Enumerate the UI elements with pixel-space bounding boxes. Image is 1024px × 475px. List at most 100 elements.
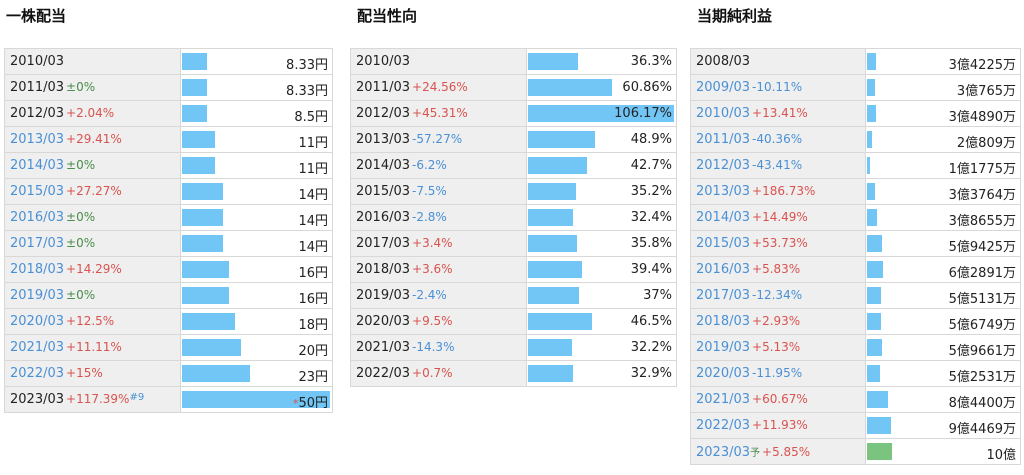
value-text: 20円 — [298, 340, 328, 359]
value-text: 5億9425万 — [949, 236, 1016, 255]
value-cell: 8.5円 — [180, 100, 333, 127]
table-row: 2023/03 +117.39%#9 *50円 — [4, 386, 333, 413]
value-text: 14円 — [298, 236, 328, 255]
change-percent: -57.27% — [412, 132, 463, 146]
value-cell: 5億9661万 — [865, 334, 1021, 361]
footnote-link[interactable]: #9 — [129, 392, 145, 403]
panel-title: 一株配当 — [6, 7, 67, 25]
value-bar — [528, 131, 595, 148]
table-row: 2015/03 -7.5% 35.2% — [350, 178, 677, 205]
year-label[interactable]: 2012/03 — [696, 158, 751, 173]
year-label[interactable]: 2014/03 — [10, 158, 65, 173]
value-text: 48.9% — [631, 132, 672, 147]
value-bar — [528, 287, 579, 304]
value-text: 3億765万 — [957, 80, 1016, 99]
value-cell: 3億4225万 — [865, 48, 1021, 75]
year-label[interactable]: 2018/03 — [10, 262, 65, 277]
value-cell: 39.4% — [526, 256, 677, 283]
value-text: 8.5円 — [294, 106, 328, 125]
value-text: *50円 — [293, 392, 328, 411]
year-label[interactable]: 2014/03 — [696, 210, 751, 225]
dividend-table: 2010/03 8.33円 2011/03 ±0% 8.33円 2012/03 +2.04%… — [4, 48, 333, 413]
table-row: 2010/03 36.3% — [350, 48, 677, 75]
table-row: 2021/03 +60.67% 8億4400万 — [690, 386, 1021, 413]
panel-title: 配当性向 — [357, 7, 418, 25]
value-text: 36.3% — [631, 54, 672, 69]
year-label[interactable]: 2021/03 — [696, 392, 751, 407]
value-text: 39.4% — [631, 262, 672, 277]
value-bar — [182, 313, 235, 330]
estimate-marker: * — [292, 397, 299, 410]
change-percent: +3.6% — [412, 262, 453, 276]
value-cell: 60.86% — [526, 74, 677, 101]
value-text: 5億6749万 — [949, 314, 1016, 333]
table-row: 2018/03 +14.29% 16円 — [4, 256, 333, 283]
year-label[interactable]: 2020/03 — [696, 366, 751, 381]
value-cell: 35.8% — [526, 230, 677, 257]
value-cell: 23円 — [180, 360, 333, 387]
value-cell: 18円 — [180, 308, 333, 335]
value-cell: 14円 — [180, 178, 333, 205]
value-bar — [867, 235, 882, 252]
table-row: 2020/03 +12.5% 18円 — [4, 308, 333, 335]
year-label[interactable]: 2015/03 — [10, 184, 65, 199]
year-cell: 2010/03 +13.41% — [690, 100, 866, 127]
year-label[interactable]: 2023/03 — [696, 444, 751, 460]
year-label[interactable]: 2016/03 — [10, 210, 65, 225]
net-income-table: 2008/03 3億4225万 2009/03 -10.11% 3億765万 2010/0… — [690, 48, 1021, 465]
year-label: 2016/03 — [356, 210, 411, 225]
change-percent: +12.5% — [66, 314, 115, 328]
change-percent: -10.11% — [752, 80, 803, 94]
year-label[interactable]: 2021/03 — [10, 340, 65, 355]
change-percent: +15% — [66, 366, 103, 380]
year-cell: 2022/03 +11.93% — [690, 412, 866, 439]
year-label[interactable]: 2019/03 — [696, 340, 751, 355]
year-label[interactable]: 2022/03 — [696, 418, 751, 433]
year-label[interactable]: 2016/03 — [696, 262, 751, 277]
value-label: 14円 — [298, 214, 328, 229]
value-label: 60.86% — [622, 80, 672, 95]
table-row: 2020/03 -11.95% 5億2531万 — [690, 360, 1021, 387]
change-percent: +24.56% — [412, 80, 468, 94]
year-label[interactable]: 2013/03 — [10, 132, 65, 147]
value-cell: 11円 — [180, 126, 333, 153]
value-text: 16円 — [298, 288, 328, 307]
year-label[interactable]: 2013/03 — [696, 184, 751, 199]
year-cell: 2014/03 ±0% — [4, 152, 181, 179]
value-bar — [182, 391, 330, 408]
value-text: 42.7% — [631, 158, 672, 173]
year-label[interactable]: 2015/03 — [696, 236, 751, 251]
table-row: 2008/03 3億4225万 — [690, 48, 1021, 75]
year-label[interactable]: 2009/03 — [696, 80, 751, 95]
table-row: 2011/03 ±0% 8.33円 — [4, 74, 333, 101]
value-text: 5億9661万 — [949, 340, 1016, 359]
value-label: 18円 — [298, 318, 328, 333]
value-text: 14円 — [298, 210, 328, 229]
year-label[interactable]: 2018/03 — [696, 314, 751, 329]
value-label: 3億3764万 — [948, 188, 1016, 203]
year-label[interactable]: 2010/03 — [696, 106, 751, 121]
year-label[interactable]: 2020/03 — [10, 314, 65, 329]
value-cell: 16円 — [180, 256, 333, 283]
value-bar — [528, 339, 572, 356]
year-cell: 2010/03 — [350, 48, 527, 75]
year-label[interactable]: 2017/03 — [696, 288, 751, 303]
table-row: 2009/03 -10.11% 3億765万 — [690, 74, 1021, 101]
change-percent: ±0% — [66, 210, 96, 224]
value-cell: 9億4469万 — [865, 412, 1021, 439]
value-bar — [867, 313, 881, 330]
year-label[interactable]: 2019/03 — [10, 288, 65, 303]
value-label: 8.33円 — [286, 84, 328, 99]
value-label: 32.9% — [630, 366, 672, 381]
year-cell: 2023/03 +117.39%#9 — [4, 386, 181, 413]
value-bar — [182, 105, 207, 122]
year-label: 2010/03 — [356, 54, 411, 69]
year-label[interactable]: 2017/03 — [10, 236, 65, 251]
table-row: 2017/03 -12.34% 5億5131万 — [690, 282, 1021, 309]
value-bar — [528, 261, 582, 278]
table-row: 2012/03 +2.04% 8.5円 — [4, 100, 333, 127]
year-label[interactable]: 2022/03 — [10, 366, 65, 381]
value-label: 39.4% — [630, 262, 672, 277]
value-text: 32.2% — [631, 340, 672, 355]
year-label[interactable]: 2011/03 — [696, 132, 751, 147]
